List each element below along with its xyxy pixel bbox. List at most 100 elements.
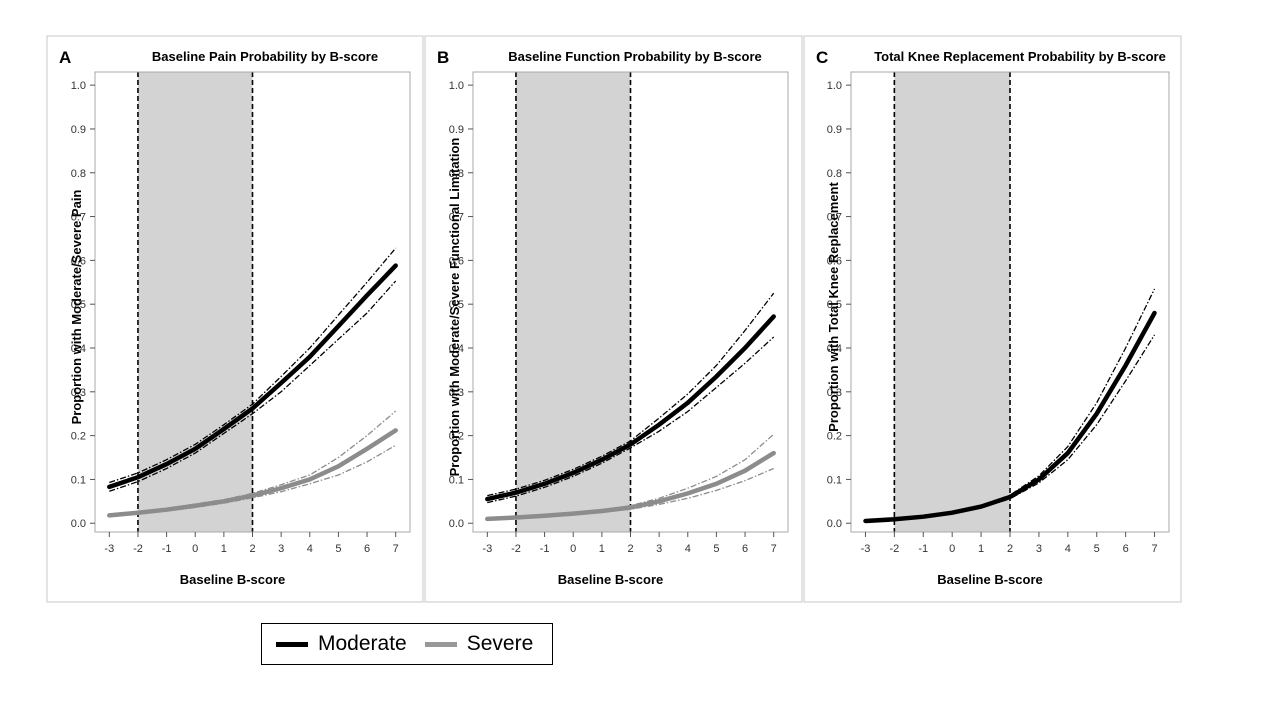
y-tick-label: 1.0: [827, 80, 842, 92]
ci-lower-moderate: [487, 336, 775, 504]
shaded-band: [137, 72, 253, 532]
legend-label-severe: Severe: [466, 632, 534, 655]
y-axis-label: Proportion with Total Knee Replacement: [826, 182, 841, 432]
x-tick-label: 3: [278, 543, 284, 555]
y-tick-label: 0.6: [827, 255, 842, 267]
x-tick-label: -3: [104, 543, 114, 555]
x-tick-label: 0: [570, 543, 576, 555]
ci-upper-moderate: [109, 247, 397, 484]
x-tick-label: -2: [889, 543, 899, 555]
x-tick-label: 6: [364, 543, 370, 555]
y-tick-label: 0.4: [449, 343, 464, 355]
panel-letter: C: [816, 48, 828, 67]
legend-item-severe: Severe: [424, 632, 534, 656]
panel-c: 0.0 0.1 0.2 0.3 0.4 0.5 0.6 0.7 0.8 0.9 1.0 -3 -2 -1 0…: [803, 35, 1182, 603]
x-axis-label: Baseline B-score: [180, 572, 286, 587]
x-axis-label: Baseline B-score: [558, 572, 664, 587]
y-tick-label: 0.7: [449, 212, 464, 224]
series-line-tkr: [863, 310, 1157, 524]
shaded-band: [515, 72, 631, 532]
y-tick-label: 0.9: [449, 124, 464, 136]
x-tick-label: -3: [861, 543, 871, 555]
legend-item-moderate: Moderate: [276, 632, 407, 656]
y-tick-label: 0.1: [827, 474, 842, 486]
x-tick-label: 7: [1151, 543, 1157, 555]
x-axis-label: Baseline B-score: [937, 572, 1043, 587]
x-tick-label: 1: [221, 543, 227, 555]
panel-letter: B: [437, 48, 449, 67]
y-tick-label: 0.4: [827, 343, 842, 355]
shaded-band: [894, 72, 1010, 532]
legend-swatch-severe: [424, 641, 457, 647]
x-tick-label: -1: [540, 543, 550, 555]
series-line-moderate: [107, 263, 398, 490]
panel-b: 0.0 0.1 0.2 0.3 0.4 0.5 0.6 0.7 0.8 0.9 1.0 -3 -2 -1 0…: [424, 35, 803, 603]
y-tick-label: 0.2: [71, 431, 86, 443]
y-tick-label: 0.1: [449, 474, 464, 486]
x-tick-label: 7: [393, 543, 399, 555]
y-axis-label: Proportion with Moderate/Severe Function…: [447, 138, 462, 477]
x-tick-label: 3: [1036, 543, 1042, 555]
y-tick-label: 0.0: [71, 518, 86, 530]
y-tick-label: 0.9: [827, 124, 842, 136]
y-tick-label: 0.2: [827, 431, 842, 443]
x-tick-label: 7: [771, 543, 777, 555]
y-tick-label: 0.7: [71, 212, 86, 224]
panel-title: Baseline Function Probability by B-score: [508, 49, 762, 64]
y-tick-label: 0.0: [827, 518, 842, 530]
x-tick-label: 2: [249, 543, 255, 555]
y-tick-label: 0.4: [71, 343, 86, 355]
panel-a: 0.0 0.1 0.2 0.3 0.4 0.5 0.6 0.7 0.8 0.9 1.0 -3 -2 -1 0…: [46, 35, 424, 603]
series-line-moderate: [485, 314, 776, 502]
x-tick-label: -1: [918, 543, 928, 555]
x-tick-label: 6: [742, 543, 748, 555]
y-tick-label: 0.6: [71, 255, 86, 267]
y-tick-label: 0.8: [71, 168, 86, 180]
y-tick-label: 1.0: [71, 80, 86, 92]
x-tick-label: -2: [133, 543, 143, 555]
legend-label-moderate: Moderate: [318, 632, 407, 655]
legend-swatch-moderate: [276, 641, 308, 647]
y-tick-label: 0.7: [827, 212, 842, 224]
y-tick-label: 0.3: [71, 387, 86, 399]
x-tick-label: 1: [599, 543, 605, 555]
x-tick-label: 3: [656, 543, 662, 555]
x-tick-label: 0: [192, 543, 198, 555]
y-tick-label: 0.3: [827, 387, 842, 399]
y-tick-label: 0.2: [449, 431, 464, 443]
x-tick-label: 4: [685, 543, 691, 555]
y-tick-label: 0.6: [449, 255, 464, 267]
y-tick-label: 0.3: [449, 387, 464, 399]
y-tick-label: 0.8: [827, 168, 842, 180]
x-tick-label: 5: [1094, 543, 1100, 555]
x-tick-label: 5: [335, 543, 341, 555]
ci-upper-moderate: [487, 292, 775, 497]
panel-title: Baseline Pain Probability by B-score: [152, 49, 378, 64]
x-tick-label: 5: [713, 543, 719, 555]
x-tick-label: 4: [1065, 543, 1071, 555]
y-tick-label: 0.9: [71, 124, 86, 136]
panel-title: Total Knee Replacement Probability by B-…: [874, 49, 1166, 64]
y-tick-label: 0.8: [449, 168, 464, 180]
x-tick-label: 2: [1007, 543, 1013, 555]
x-tick-label: -3: [482, 543, 492, 555]
y-tick-label: 0.5: [827, 299, 842, 311]
x-tick-label: 2: [627, 543, 633, 555]
y-axis-label: Proportion with Moderate/Severe Pain: [69, 190, 84, 425]
x-tick-label: 6: [1123, 543, 1129, 555]
x-tick-label: 0: [949, 543, 955, 555]
y-tick-label: 0.0: [449, 518, 464, 530]
legend: Moderate Severe: [261, 623, 553, 665]
y-tick-label: 0.5: [71, 299, 86, 311]
x-tick-label: 1: [978, 543, 984, 555]
series-line-severe: [107, 428, 398, 518]
y-tick-label: 1.0: [449, 80, 464, 92]
ci-lower-moderate: [109, 280, 397, 492]
x-tick-label: -1: [162, 543, 172, 555]
x-tick-label: -2: [511, 543, 521, 555]
x-tick-label: 4: [307, 543, 313, 555]
panel-letter: A: [59, 48, 71, 67]
series-line-severe: [485, 450, 776, 522]
y-tick-label: 0.5: [449, 299, 464, 311]
